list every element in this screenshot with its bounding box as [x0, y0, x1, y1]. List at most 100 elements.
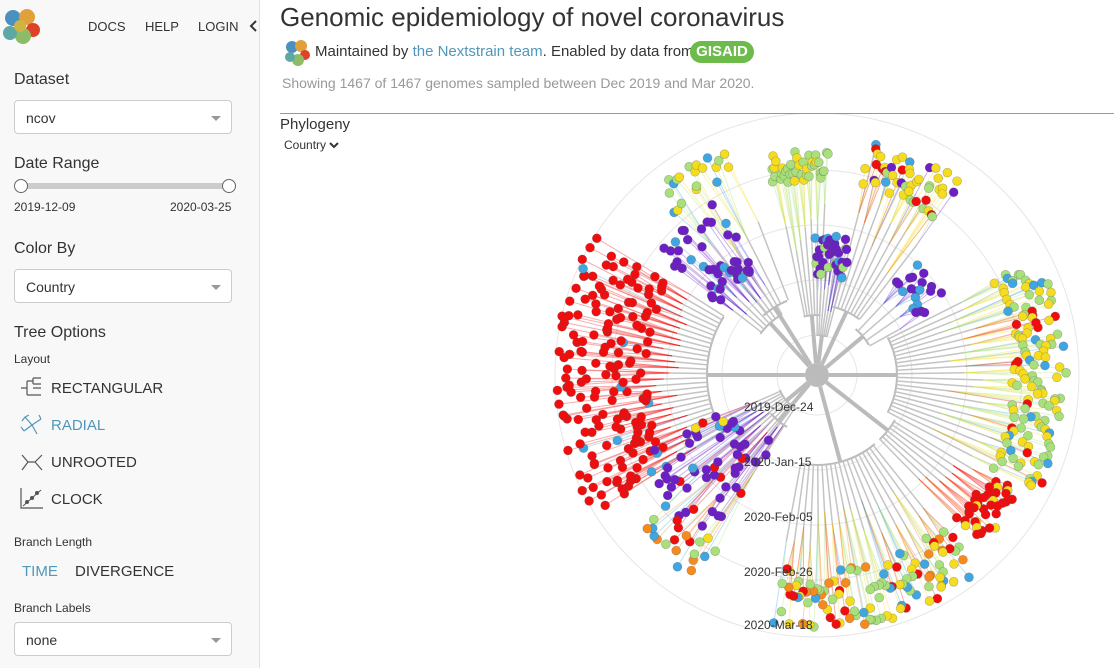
branch: [632, 302, 687, 326]
tip: [964, 509, 975, 519]
branch: [651, 410, 757, 473]
tip: [560, 373, 571, 383]
collapse-chevron[interactable]: [248, 19, 258, 33]
tip: [825, 612, 836, 623]
branch: [725, 223, 766, 286]
tip: [895, 548, 905, 559]
branch: [823, 310, 829, 336]
branch: [823, 254, 830, 290]
tip: [576, 346, 586, 357]
icon-clock[interactable]: [19, 486, 45, 510]
branch: [756, 394, 784, 412]
trunk: [776, 382, 811, 423]
tip: [696, 224, 707, 234]
tip: [632, 462, 642, 473]
color-by-label: Color By: [14, 240, 76, 257]
nav-help[interactable]: HELP: [145, 19, 179, 34]
branch: [939, 480, 970, 513]
layout-clock[interactable]: CLOCK: [51, 491, 103, 508]
branch: [621, 340, 664, 349]
tip: [605, 361, 615, 372]
layout-radial[interactable]: RADIAL: [51, 417, 106, 434]
branch: [970, 414, 1014, 432]
date-slider-start[interactable]: [14, 179, 28, 193]
color-by-select[interactable]: Country: [14, 269, 232, 303]
layout-unrooted[interactable]: UNROOTED: [51, 454, 137, 471]
tip: [625, 471, 636, 481]
branch: [861, 500, 885, 575]
nav-docs[interactable]: DOCS: [88, 19, 126, 34]
tip: [658, 442, 668, 453]
branch: [933, 429, 1031, 480]
branch: [863, 167, 886, 224]
branch: [842, 460, 865, 531]
color-select[interactable]: Country: [284, 138, 340, 152]
branch: [630, 360, 675, 363]
branch-length-time[interactable]: TIME: [22, 563, 58, 580]
byline-enabled: . Enabled by data from: [542, 43, 698, 60]
dataset-select[interactable]: ncov: [14, 100, 232, 134]
branch: [971, 455, 1033, 483]
branch: [891, 321, 953, 347]
branch: [963, 344, 1023, 354]
branch: [971, 333, 1016, 345]
branch: [563, 394, 678, 416]
time-ring-label: 2020-Feb-26: [744, 565, 813, 579]
tip: [703, 533, 713, 544]
branch: [598, 407, 674, 427]
branch: [962, 283, 1030, 311]
branch-labels-select[interactable]: none: [14, 622, 232, 656]
clade-arc: [878, 419, 896, 441]
branch: [896, 365, 965, 371]
tip: [660, 501, 671, 511]
logo[interactable]: [1, 6, 41, 46]
tip: [698, 418, 708, 428]
branch: [947, 390, 1029, 401]
tip: [711, 411, 721, 422]
branch: [881, 532, 898, 568]
branch: [893, 420, 974, 470]
branch-length-divergence[interactable]: DIVERGENCE: [75, 563, 175, 580]
branch: [608, 323, 681, 341]
tip: [633, 283, 643, 293]
team-link[interactable]: the Nextstrain team: [412, 43, 543, 60]
layout-rectangular[interactable]: RECTANGULAR: [51, 380, 164, 397]
icon-unrooted[interactable]: [19, 450, 45, 474]
icon-rectangular[interactable]: [19, 376, 45, 400]
tip: [912, 260, 923, 270]
tip: [564, 349, 575, 360]
branch: [793, 464, 806, 542]
date-slider-end[interactable]: [222, 179, 236, 193]
branch: [963, 343, 1041, 354]
branch: [964, 361, 1018, 367]
tip: [662, 462, 673, 473]
branch: [970, 414, 1012, 429]
branch: [783, 407, 796, 425]
branch: [922, 507, 945, 533]
branch: [695, 189, 737, 252]
tip: [938, 527, 949, 537]
branch: [810, 218, 816, 316]
tip: [715, 432, 725, 443]
tip: [651, 304, 662, 315]
branch: [896, 383, 948, 392]
branch: [904, 524, 942, 588]
branch: [970, 414, 1046, 430]
tip: [951, 512, 962, 523]
branch: [964, 364, 1034, 367]
tip: [751, 457, 761, 467]
branch: [850, 458, 883, 534]
tip: [577, 254, 588, 265]
branch: [881, 532, 904, 585]
gisaid-badge[interactable]: GISAID: [690, 41, 754, 63]
tip: [606, 338, 616, 349]
branch: [895, 352, 964, 364]
icon-radial[interactable]: [19, 413, 45, 437]
tip: [645, 327, 655, 337]
branch: [658, 411, 764, 484]
tip: [948, 577, 959, 587]
branch: [823, 511, 826, 592]
branch: [601, 288, 687, 326]
nav-login[interactable]: LOGIN: [198, 19, 239, 34]
tip: [580, 427, 590, 438]
